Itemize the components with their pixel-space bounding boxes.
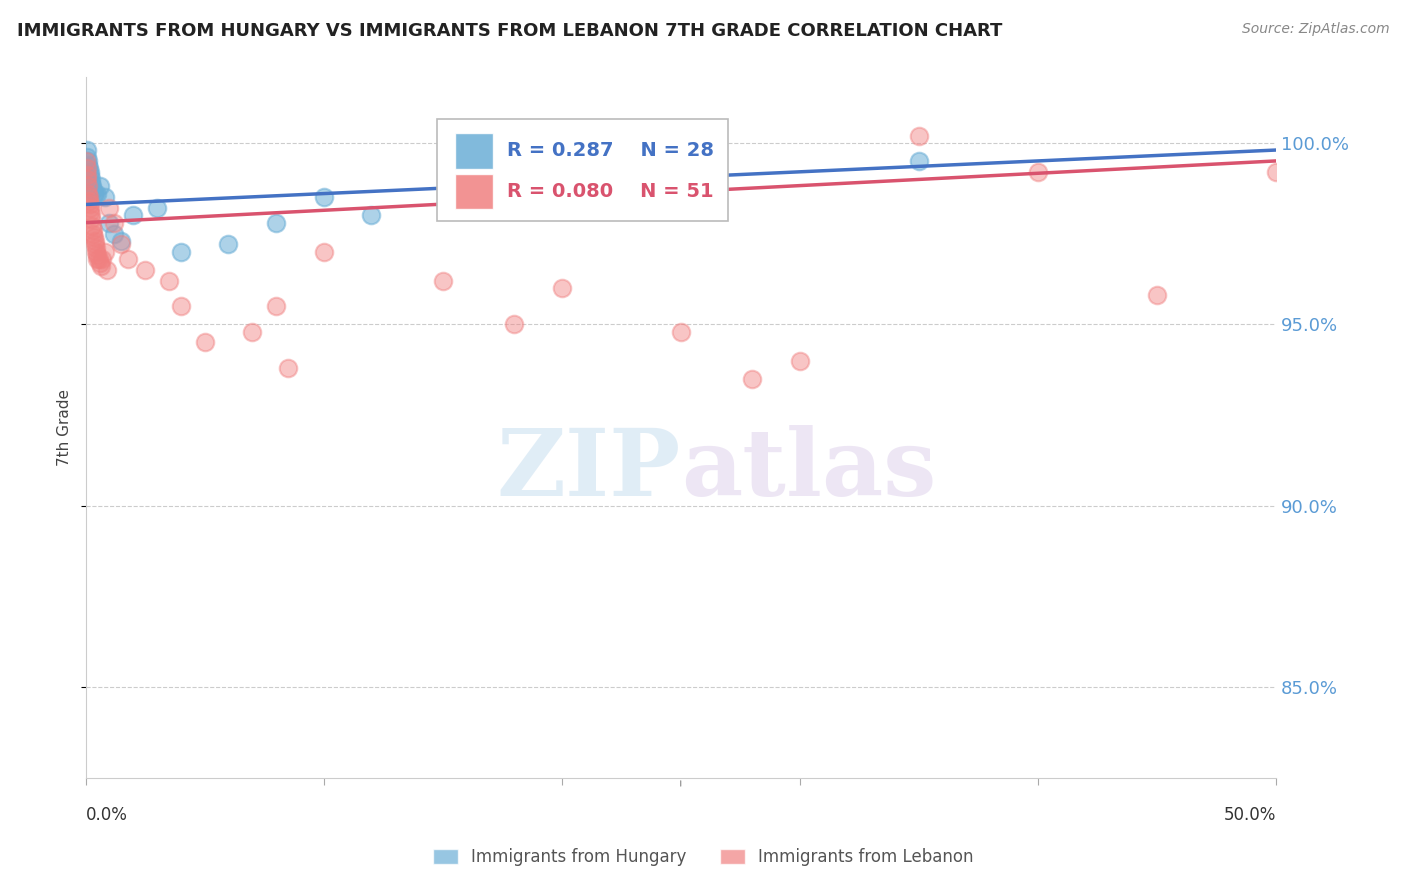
Point [432,274,454,288]
Point [79,165,101,179]
Point [87,252,110,266]
Point [93,244,115,259]
Point [170,244,193,259]
Point [193,335,215,350]
Point [77,186,100,201]
Point [83,230,105,244]
Point [82,179,104,194]
Point [157,274,180,288]
Point [1265,165,1288,179]
Text: 50.0%: 50.0% [1223,806,1277,824]
Point [82,219,104,234]
Point [80,208,103,222]
Point [76,143,98,157]
Text: R = 0.287    N = 28: R = 0.287 N = 28 [508,142,714,161]
Point [1026,165,1049,179]
Point [82,223,104,237]
Text: IMMIGRANTS FROM HUNGARY VS IMMIGRANTS FROM LEBANON 7TH GRADE CORRELATION CHART: IMMIGRANTS FROM HUNGARY VS IMMIGRANTS FR… [17,22,1002,40]
Point [93,190,115,204]
Text: 0.0%: 0.0% [86,806,128,824]
Point [669,325,692,339]
Point [98,216,121,230]
FancyBboxPatch shape [454,174,492,209]
Point [83,186,105,201]
Point [79,201,101,215]
Point [77,179,100,194]
Y-axis label: 7th Grade: 7th Grade [58,389,72,467]
Point [170,299,193,313]
Point [79,197,101,211]
Point [86,248,108,262]
Point [84,241,107,255]
Point [264,216,287,230]
Point [86,186,108,201]
Point [240,325,263,339]
Point [79,204,101,219]
Legend: Immigrants from Hungary, Immigrants from Lebanon: Immigrants from Hungary, Immigrants from… [425,840,981,875]
Point [77,157,100,171]
Point [110,234,132,248]
Point [84,186,107,201]
Point [741,372,763,386]
Point [96,262,118,277]
Point [908,153,931,168]
Point [77,161,100,176]
Point [908,128,931,143]
FancyBboxPatch shape [437,120,728,221]
Point [1146,288,1168,302]
Point [98,201,121,215]
Point [117,252,139,266]
Point [77,190,100,204]
Point [80,212,103,227]
Point [89,179,111,194]
Text: ZIP: ZIP [496,425,681,515]
Text: Source: ZipAtlas.com: Source: ZipAtlas.com [1241,22,1389,37]
Point [789,353,811,368]
Point [83,234,105,248]
Point [80,172,103,186]
Point [134,262,156,277]
Point [90,259,112,273]
Point [80,176,103,190]
Point [503,318,526,332]
Point [122,208,145,222]
Point [84,237,107,252]
Point [91,252,114,266]
FancyBboxPatch shape [454,134,492,169]
Point [82,227,104,241]
Point [75,153,97,168]
Point [76,172,98,186]
Point [103,227,125,241]
Text: atlas: atlas [681,425,936,515]
Point [550,281,572,295]
Point [84,244,107,259]
Point [89,255,111,269]
Point [77,194,100,208]
Point [277,360,299,375]
Point [669,128,692,143]
Point [360,208,382,222]
Point [217,237,239,252]
Point [82,183,104,197]
Point [312,244,335,259]
Point [312,190,335,204]
Point [103,216,125,230]
Point [76,150,98,164]
Point [79,169,101,183]
Point [110,237,132,252]
Point [146,201,169,215]
Point [76,169,98,183]
Point [264,299,287,313]
Point [76,161,98,176]
Text: R = 0.080    N = 51: R = 0.080 N = 51 [508,182,714,201]
Point [77,153,100,168]
Point [86,252,108,266]
